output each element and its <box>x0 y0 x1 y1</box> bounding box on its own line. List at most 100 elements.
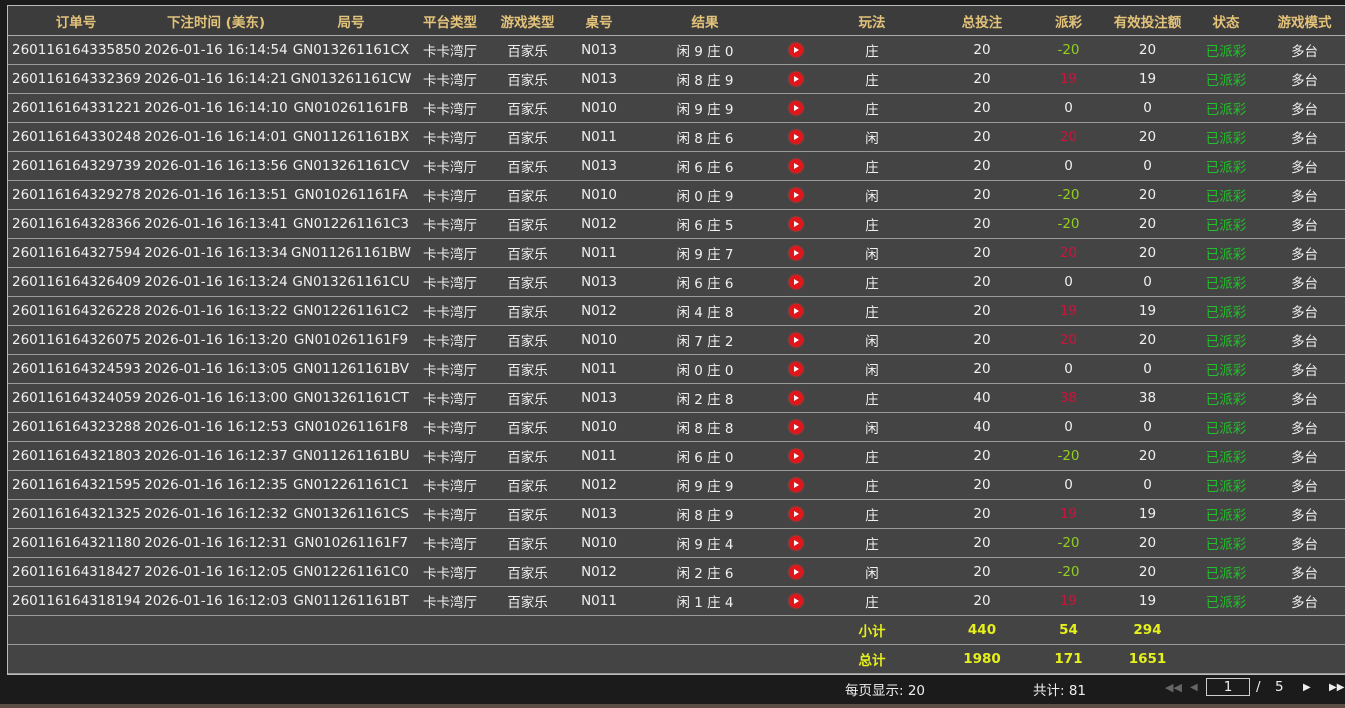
cell-total-bet: 20 <box>933 122 1031 152</box>
cell-payout: -20 <box>1031 35 1106 65</box>
cell-bet-type: 庄 <box>811 64 933 94</box>
column-header-table-no: 桌号 <box>569 6 629 36</box>
cell-status: 已派彩 <box>1189 441 1263 471</box>
cell-round-no: GN013261161CT <box>288 383 414 413</box>
cell-bet-type: 闲 <box>811 180 933 210</box>
play-video-icon[interactable] <box>789 43 803 57</box>
cell-table-no: N012 <box>569 557 629 587</box>
column-header-platform-type: 平台类型 <box>414 6 486 36</box>
play-video-icon[interactable] <box>789 536 803 550</box>
cell-result: 闲 9 庄 4 <box>629 528 781 558</box>
cell-platform-type: 卡卡湾厅 <box>414 238 486 268</box>
cell-game-mode: 多台 <box>1263 499 1345 529</box>
cell-valid-bet: 20 <box>1106 35 1189 65</box>
cell-status: 已派彩 <box>1189 64 1263 94</box>
cell-bet-type: 庄 <box>811 93 933 123</box>
bet-records-table: 订单号 下注时间 (美东) 局号 平台类型 游戏类型 桌号 结果 玩法 总投注 派彩 有效投注额 状态… <box>8 6 1345 674</box>
cell-round-no: GN013261161CX <box>288 35 414 65</box>
table-row: 260116164321325 2026-01-16 16:12:32 GN0132… <box>8 499 1345 529</box>
cell-bet-type: 庄 <box>811 441 933 471</box>
cell-game-type: 百家乐 <box>486 93 569 123</box>
cell-bet-time: 2026-01-16 16:13:56 <box>144 151 288 181</box>
play-video-icon[interactable] <box>789 304 803 318</box>
last-page-icon[interactable]: ▶▶ <box>1329 682 1345 693</box>
cell-bet-time: 2026-01-16 16:13:00 <box>144 383 288 413</box>
cell-bet-type: 庄 <box>811 383 933 413</box>
play-video-icon[interactable] <box>789 594 803 608</box>
next-page-icon[interactable]: ▶ <box>1303 682 1311 693</box>
cell-game-type: 百家乐 <box>486 499 569 529</box>
cell-total-bet: 20 <box>933 296 1031 326</box>
total-count-label: 共计: 81 <box>1033 683 1087 699</box>
cell-order-no: 260116164332369 <box>8 64 144 94</box>
cell-valid-bet: 0 <box>1106 267 1189 297</box>
table-row: 260116164321803 2026-01-16 16:12:37 GN0112… <box>8 441 1345 471</box>
cell-replay <box>781 180 811 210</box>
cell-status: 已派彩 <box>1189 122 1263 152</box>
cell-round-no: GN012261161C1 <box>288 470 414 500</box>
cell-payout: -20 <box>1031 557 1106 587</box>
first-page-icon[interactable]: ◀◀ <box>1165 681 1182 694</box>
play-video-icon[interactable] <box>789 246 803 260</box>
table-row: 260116164326228 2026-01-16 16:13:22 GN0122… <box>8 296 1345 326</box>
play-video-icon[interactable] <box>789 507 803 521</box>
play-video-icon[interactable] <box>789 449 803 463</box>
cell-round-no: GN012261161C3 <box>288 209 414 239</box>
cell-result: 闲 6 庄 0 <box>629 441 781 471</box>
table-row: 260116164330248 2026-01-16 16:14:01 GN0112… <box>8 122 1345 152</box>
play-video-icon[interactable] <box>789 130 803 144</box>
cell-result: 闲 2 庄 6 <box>629 557 781 587</box>
cell-round-no: GN013261161CS <box>288 499 414 529</box>
cell-order-no: 260116164326409 <box>8 267 144 297</box>
play-video-icon[interactable] <box>789 478 803 492</box>
cell-payout: 38 <box>1031 383 1106 413</box>
subtotal-row-payout: 54 <box>1031 615 1106 645</box>
prev-page-icon[interactable]: ◀ <box>1190 682 1198 693</box>
cell-order-no: 260116164330248 <box>8 122 144 152</box>
cell-bet-time: 2026-01-16 16:13:41 <box>144 209 288 239</box>
play-video-icon[interactable] <box>789 188 803 202</box>
play-video-icon[interactable] <box>789 391 803 405</box>
play-video-icon[interactable] <box>789 275 803 289</box>
play-video-icon[interactable] <box>789 333 803 347</box>
cell-total-bet: 20 <box>933 267 1031 297</box>
play-video-icon[interactable] <box>789 420 803 434</box>
column-header-game-type: 游戏类型 <box>486 6 569 36</box>
cell-result: 闲 8 庄 9 <box>629 64 781 94</box>
cell-valid-bet: 0 <box>1106 151 1189 181</box>
cell-table-no: N011 <box>569 238 629 268</box>
play-video-icon[interactable] <box>789 159 803 173</box>
play-video-icon[interactable] <box>789 72 803 86</box>
cell-valid-bet: 19 <box>1106 586 1189 616</box>
cell-round-no: GN010261161F9 <box>288 325 414 355</box>
cell-order-no: 260116164321325 <box>8 499 144 529</box>
play-video-icon[interactable] <box>789 217 803 231</box>
page-number-input[interactable]: 1 <box>1206 678 1250 696</box>
cell-order-no: 260116164326228 <box>8 296 144 326</box>
cell-bet-type: 闲 <box>811 238 933 268</box>
cell-round-no: GN012261161C0 <box>288 557 414 587</box>
cell-valid-bet: 0 <box>1106 470 1189 500</box>
cell-bet-type: 庄 <box>811 528 933 558</box>
cell-game-mode: 多台 <box>1263 528 1345 558</box>
cell-total-bet: 20 <box>933 180 1031 210</box>
play-video-icon[interactable] <box>789 101 803 115</box>
cell-platform-type: 卡卡湾厅 <box>414 122 486 152</box>
cell-status: 已派彩 <box>1189 412 1263 442</box>
cell-round-no: GN013261161CU <box>288 267 414 297</box>
cell-total-bet: 20 <box>933 238 1031 268</box>
cell-order-no: 260116164324059 <box>8 383 144 413</box>
cell-bet-time: 2026-01-16 16:12:31 <box>144 528 288 558</box>
cell-status: 已派彩 <box>1189 557 1263 587</box>
cell-table-no: N011 <box>569 354 629 384</box>
cell-platform-type: 卡卡湾厅 <box>414 209 486 239</box>
cell-payout: 19 <box>1031 296 1106 326</box>
cell-valid-bet: 38 <box>1106 383 1189 413</box>
play-video-icon[interactable] <box>789 362 803 376</box>
play-video-icon[interactable] <box>789 565 803 579</box>
cell-total-bet: 20 <box>933 35 1031 65</box>
cell-table-no: N012 <box>569 470 629 500</box>
subtotal-row-total-bet: 440 <box>933 615 1031 645</box>
cell-game-type: 百家乐 <box>486 412 569 442</box>
cell-bet-time: 2026-01-16 16:13:51 <box>144 180 288 210</box>
